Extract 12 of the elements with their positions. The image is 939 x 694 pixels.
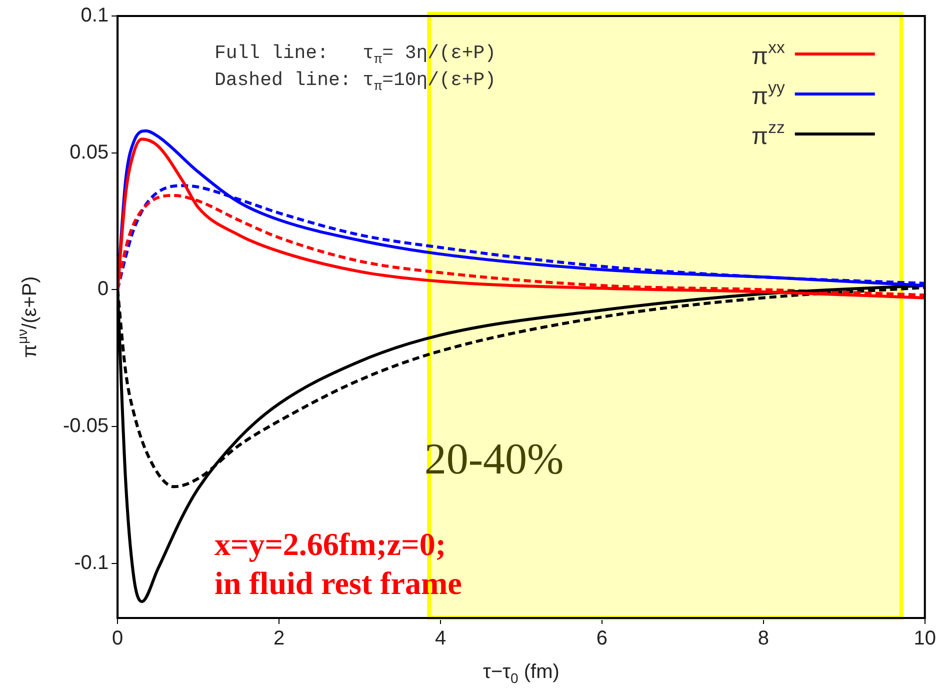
x-tick-label: 8 <box>758 628 769 650</box>
x-tick-label: 10 <box>914 628 936 650</box>
y-axis-title: πμν/(ε+P) <box>14 276 41 358</box>
x-tick-label: 6 <box>596 628 608 650</box>
x-tick-label: 0 <box>112 628 124 650</box>
y-tick-label: 0.05 <box>70 141 109 164</box>
x-tick-label: 4 <box>434 628 446 650</box>
y-tick-label: 0.1 <box>80 4 109 27</box>
y-tick-label: -0.1 <box>74 552 109 574</box>
x-tick-label: 2 <box>273 628 285 650</box>
y-tick-label: 0 <box>97 278 109 300</box>
y-tick-label: -0.05 <box>62 414 109 437</box>
